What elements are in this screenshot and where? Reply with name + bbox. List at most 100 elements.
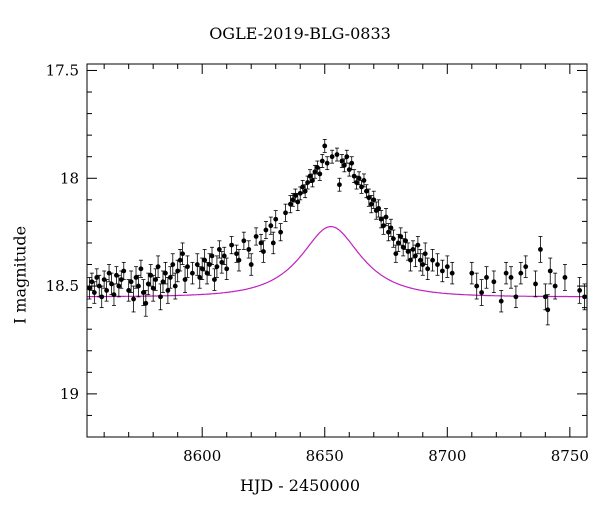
data-point (104, 279, 110, 302)
data-point (361, 173, 367, 188)
data-point (143, 289, 149, 317)
data-marker (258, 240, 264, 246)
data-point (395, 233, 401, 252)
data-marker (163, 270, 168, 276)
data-marker (290, 197, 296, 203)
data-marker (155, 264, 161, 270)
data-marker (148, 272, 154, 278)
data-marker (261, 249, 266, 254)
data-marker (131, 296, 136, 302)
data-marker (94, 275, 100, 280)
data-point (163, 261, 168, 285)
data-marker (420, 262, 426, 267)
data-marker (189, 270, 195, 276)
data-marker (234, 251, 239, 257)
data-point (295, 192, 301, 212)
data-point (194, 253, 200, 276)
data-point (202, 249, 208, 272)
data-marker (104, 287, 110, 293)
data-point (253, 227, 259, 246)
data-marker (175, 268, 181, 274)
data-marker (140, 290, 146, 295)
data-point (469, 261, 475, 285)
data-marker (371, 197, 377, 203)
data-point (99, 285, 105, 309)
x-tick-label: 8750 (551, 447, 589, 465)
data-marker (344, 154, 350, 160)
data-point (474, 272, 480, 300)
data-point (435, 253, 440, 276)
data-point (390, 229, 396, 248)
data-point (214, 255, 220, 278)
data-marker (101, 277, 107, 283)
data-point (417, 249, 423, 272)
data-point (177, 249, 183, 272)
data-point (189, 261, 195, 285)
data-marker (246, 247, 252, 252)
x-tick-label: 8600 (183, 447, 221, 465)
data-point (229, 236, 235, 255)
data-point (422, 242, 428, 265)
data-point (148, 264, 154, 287)
y-tick-label: 17.5 (46, 61, 79, 79)
data-point (258, 233, 264, 252)
data-point (430, 249, 435, 272)
data-marker (417, 257, 423, 263)
chart-axes: 8600 8650 8700 8750 17.5 18 18.5 19 (46, 61, 589, 465)
data-marker (334, 152, 340, 157)
data-marker (393, 251, 399, 257)
data-point (324, 156, 330, 171)
data-marker (177, 257, 183, 263)
data-marker (202, 257, 208, 263)
data-point (425, 257, 431, 281)
data-marker (199, 266, 205, 272)
data-marker (508, 275, 514, 280)
data-point (562, 264, 568, 291)
data-point (371, 190, 377, 209)
data-marker (518, 270, 524, 276)
data-point (337, 177, 342, 192)
data-marker (474, 283, 480, 289)
data-point (508, 266, 514, 289)
data-point (158, 283, 163, 311)
data-marker (361, 178, 367, 183)
data-point (167, 266, 173, 289)
data-point (334, 147, 340, 162)
data-point (405, 242, 411, 261)
data-point (312, 164, 318, 179)
data-marker (91, 290, 97, 295)
data-point (513, 285, 519, 309)
data-point (221, 246, 227, 265)
data-marker (170, 262, 176, 267)
data-point (479, 279, 485, 306)
data-marker (273, 216, 279, 222)
data-marker (444, 264, 450, 270)
data-point (319, 154, 325, 168)
data-point (449, 261, 455, 285)
data-marker (376, 206, 382, 211)
data-marker (143, 300, 149, 306)
data-marker (383, 214, 389, 220)
data-marker (204, 270, 210, 276)
data-point (582, 283, 587, 311)
data-point (140, 279, 146, 306)
data-point (498, 289, 504, 313)
data-point (268, 216, 274, 235)
data-marker (545, 307, 551, 313)
data-point (111, 283, 117, 306)
data-marker (268, 223, 274, 229)
data-marker (322, 143, 328, 149)
data-marker (138, 266, 144, 272)
data-marker (498, 298, 504, 304)
data-marker (300, 184, 306, 190)
data-point (439, 259, 445, 283)
data-point (131, 285, 136, 313)
data-marker (339, 158, 345, 164)
data-marker (214, 264, 220, 270)
data-marker (207, 262, 212, 267)
data-marker (116, 283, 122, 289)
data-marker (182, 277, 188, 283)
data-point (207, 253, 212, 276)
data-marker (288, 201, 293, 207)
data-marker (469, 270, 475, 276)
